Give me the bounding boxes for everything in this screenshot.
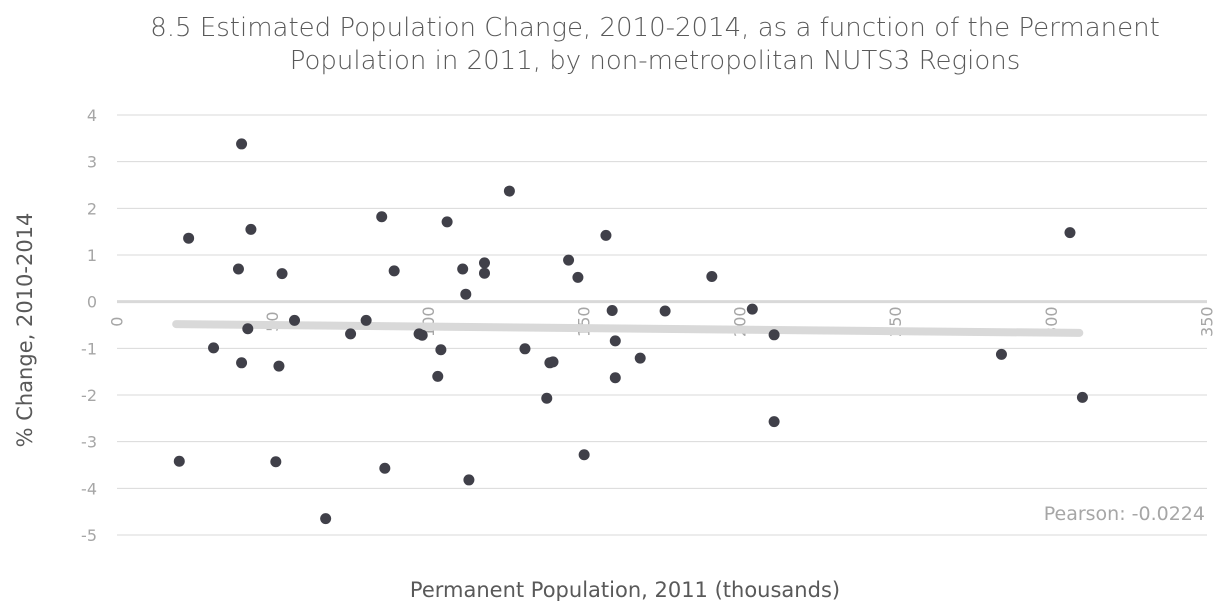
- y-tick-label: 0: [87, 293, 97, 312]
- chart-title-line-2: Population in 2011, by non-metropolitan …: [289, 46, 1021, 76]
- trendline-group: [172, 320, 1084, 337]
- data-point: [183, 232, 195, 244]
- data-point: [503, 185, 515, 197]
- pearson-annotation: Pearson: -0.0224: [1044, 503, 1205, 525]
- data-point: [435, 344, 447, 356]
- data-point: [706, 270, 718, 282]
- data-point: [659, 305, 671, 317]
- y-tick-label: 4: [87, 106, 97, 125]
- data-point: [478, 267, 490, 279]
- data-points: [173, 138, 1088, 525]
- data-point: [541, 392, 553, 404]
- y-axis-ticks: 4 3 2 1 0 -1 -2 -3 -4 -5: [81, 106, 97, 545]
- data-point: [457, 263, 469, 275]
- data-point: [345, 328, 357, 340]
- data-point: [995, 348, 1007, 360]
- x-axis-title: Permanent Population, 2011 (thousands): [410, 578, 840, 601]
- data-point: [634, 352, 646, 364]
- data-point: [276, 268, 288, 280]
- data-point: [236, 138, 248, 150]
- data-point: [746, 303, 758, 315]
- data-point: [609, 372, 621, 384]
- y-tick-label: -1: [81, 339, 97, 358]
- chart-title-line-1: 8.5 Estimated Population Change, 2010-20…: [150, 13, 1160, 43]
- data-point: [416, 329, 428, 341]
- data-point: [270, 456, 282, 468]
- y-tick-label: -2: [81, 386, 97, 405]
- data-point: [376, 211, 388, 223]
- y-tick-label: -5: [81, 526, 97, 545]
- data-point: [245, 223, 257, 235]
- trendline: [172, 320, 1084, 337]
- data-point: [1064, 227, 1076, 239]
- data-point: [273, 360, 285, 372]
- x-tick-label: 350: [1198, 306, 1217, 337]
- data-point: [606, 305, 618, 317]
- gridlines: [117, 114, 1207, 536]
- y-tick-label: 2: [87, 199, 97, 218]
- y-axis-title: % Change, 2010-2014: [13, 213, 37, 448]
- data-point: [768, 329, 780, 341]
- data-point: [463, 474, 475, 486]
- data-point: [388, 265, 400, 277]
- data-point: [360, 314, 372, 326]
- y-tick-label: -4: [81, 479, 97, 498]
- data-point: [173, 455, 185, 467]
- data-point: [236, 357, 248, 369]
- data-point: [547, 356, 559, 368]
- data-point: [320, 513, 332, 525]
- data-point: [242, 323, 254, 335]
- data-point: [460, 288, 472, 300]
- data-point: [609, 335, 621, 347]
- data-point: [232, 263, 244, 275]
- data-point: [563, 254, 575, 266]
- y-tick-label: 3: [87, 153, 97, 172]
- data-point: [768, 416, 780, 428]
- data-point: [208, 342, 220, 354]
- x-tick-label: 0: [108, 317, 127, 327]
- data-point: [441, 216, 453, 228]
- data-point: [600, 229, 612, 241]
- y-tick-label: -3: [81, 433, 97, 452]
- chart-title: 8.5 Estimated Population Change, 2010-20…: [0, 12, 1219, 78]
- data-point: [289, 314, 301, 326]
- data-point: [1076, 391, 1088, 403]
- data-point: [379, 462, 391, 474]
- data-point: [519, 343, 531, 355]
- data-point: [578, 449, 590, 461]
- data-point: [572, 271, 584, 283]
- data-point: [478, 257, 490, 269]
- data-point: [432, 370, 444, 382]
- y-tick-label: 1: [87, 246, 97, 265]
- x-tick-label: 150: [575, 306, 594, 337]
